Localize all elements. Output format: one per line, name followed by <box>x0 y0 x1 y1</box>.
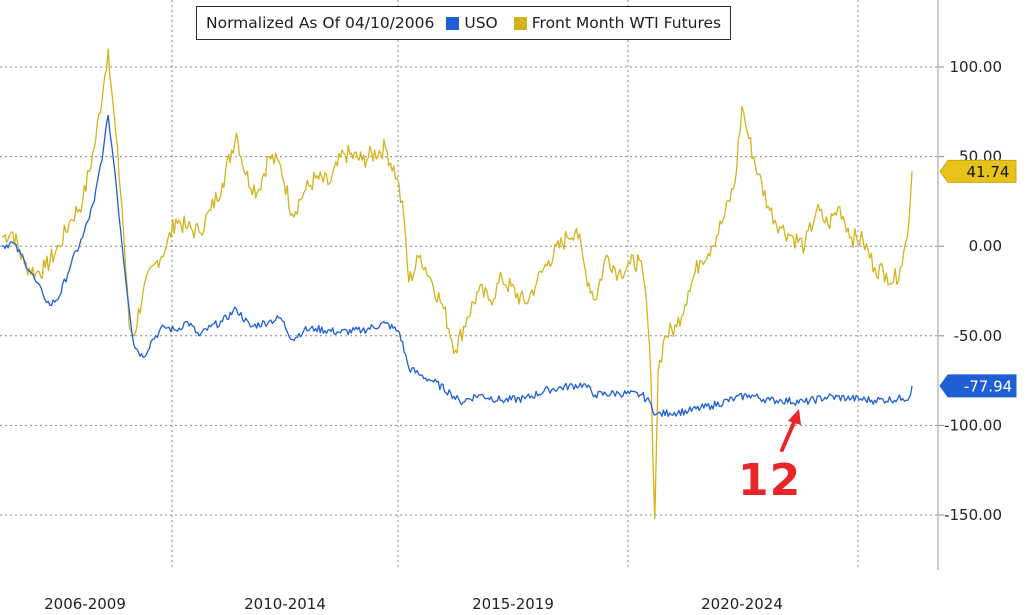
y-tick-label-2: 0.00 <box>969 237 1002 255</box>
x-tick-label-2: 2015-2019 <box>472 595 554 613</box>
y-tick-label-3: -50.00 <box>954 327 1002 345</box>
series-line-uso <box>1 114 913 418</box>
series-line-wti <box>1 48 913 520</box>
x-tick-label-3: 2020-2024 <box>701 595 783 613</box>
legend-swatch-uso <box>446 16 460 30</box>
legend-swatch-wti <box>513 16 527 30</box>
vertical-grid <box>171 0 859 570</box>
chart-legend: Normalized As Of 04/10/2006 USO Front Mo… <box>196 6 732 40</box>
y-tick-label-4: -100.00 <box>944 416 1002 434</box>
annotation-arrow-head <box>788 409 801 425</box>
y-tick-label-5: -150.00 <box>944 506 1002 524</box>
annotation-arrow-shaft <box>780 418 797 452</box>
horizontal-grid <box>0 66 944 516</box>
legend-label-uso: USO <box>464 14 498 32</box>
x-tick-label-0: 2006-2009 <box>44 595 126 613</box>
annotation-layer <box>780 409 801 452</box>
last-value-tags: -77.94 41.74 <box>939 159 1017 398</box>
last-value-tag-uso <box>939 374 1017 398</box>
series-layer <box>1 48 913 520</box>
legend-label-wti: Front Month WTI Futures <box>531 14 722 32</box>
x-tick-label-1: 2010-2014 <box>244 595 326 613</box>
y-tick-label-0: 100.00 <box>950 58 1003 76</box>
annotation-label: 12 <box>738 455 802 506</box>
last-value-tag-wti <box>939 159 1017 183</box>
last-value-label-wti: 41.74 <box>967 163 1010 181</box>
x-tick-labels: 2006-2009 2010-2014 2015-2019 2020-2024 <box>44 595 783 613</box>
chart-title: Normalized As Of 04/10/2006 <box>206 14 435 32</box>
last-value-label-uso: -77.94 <box>964 377 1012 395</box>
